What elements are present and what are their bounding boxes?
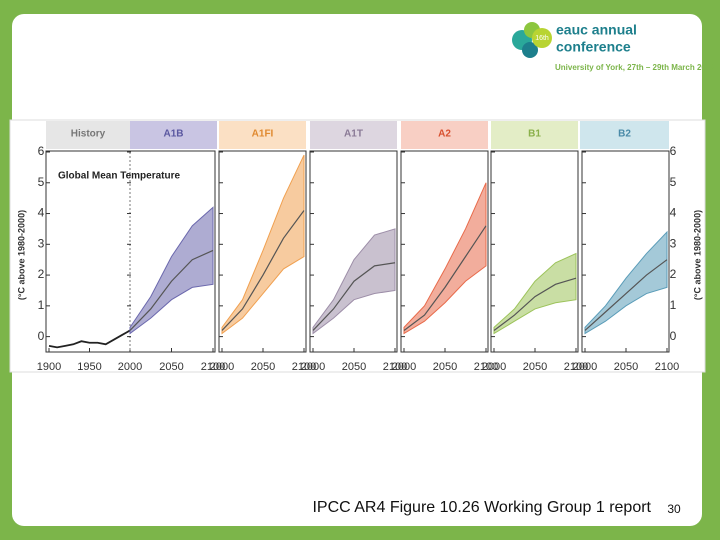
logo-line: conference [556, 39, 631, 55]
x-tick-label: 2000 [573, 361, 597, 373]
panel-header [130, 121, 217, 149]
y-tick-label: 3 [38, 236, 45, 250]
axis-title: (°C above 1980-2000) [16, 210, 26, 300]
y-tick-label: 6 [38, 144, 45, 158]
x-tick-label: 2050 [433, 361, 457, 373]
y-tick-label: 4 [38, 206, 45, 220]
logo-dot [522, 42, 538, 58]
mean-line [493, 277, 577, 331]
uncertainty-band [129, 206, 214, 335]
panel-title: A1T [344, 129, 363, 140]
panel-header [401, 121, 488, 149]
x-tick-label: 2050 [523, 361, 547, 373]
x-tick-label: 2000 [118, 361, 142, 373]
x-tick-label: 2100 [474, 361, 498, 373]
panel-title: A1FI [252, 129, 274, 140]
logo: 16th eauc annual conference University o… [512, 22, 715, 72]
x-tick-label: 2050 [251, 361, 275, 373]
caption: IPCC AR4 Figure 10.26 Working Group 1 re… [312, 499, 651, 516]
x-tick-label: 2050 [614, 361, 638, 373]
page-number: 30 [667, 502, 681, 516]
mean-line [129, 249, 214, 331]
x-tick-label: 2000 [482, 361, 506, 373]
y-tick-label: 6 [670, 144, 677, 158]
mean-line [312, 262, 396, 331]
mean-line [584, 259, 668, 331]
x-tick-label: 2100 [201, 361, 225, 373]
panel-title: A1B [163, 129, 183, 140]
y-tick-label: 3 [670, 236, 677, 250]
logo-line: eauc annual [556, 22, 637, 38]
x-tick-label: 2100 [292, 361, 316, 373]
x-tick-label: 2100 [383, 361, 407, 373]
figure-area [9, 119, 706, 373]
axis-title: (°C above 1980-2000) [692, 210, 702, 300]
panel-header [219, 121, 306, 149]
panel-title: A2 [438, 129, 451, 140]
panel-title: History [71, 129, 106, 140]
logo-dot [532, 28, 552, 48]
mean-line [221, 210, 305, 331]
annotation: Global Mean Temperature [58, 171, 181, 182]
x-tick-label: 1900 [37, 361, 61, 373]
y-tick-label: 4 [670, 206, 677, 220]
logo-subline: University of York, 27th – 29th March 20… [555, 63, 715, 72]
x-tick-label: 2100 [564, 361, 588, 373]
panel-header [46, 121, 130, 149]
history-line [48, 329, 131, 349]
x-tick-label: 2050 [159, 361, 183, 373]
x-tick-label: 2050 [342, 361, 366, 373]
uncertainty-band [403, 182, 487, 335]
x-tick-label: 2000 [392, 361, 416, 373]
x-tick-label: 2100 [655, 361, 679, 373]
y-tick-label: 5 [670, 175, 677, 189]
y-tick-label: 0 [670, 329, 677, 343]
y-tick-label: 0 [38, 329, 45, 343]
y-tick-label: 2 [38, 267, 45, 281]
x-tick-label: 1950 [77, 361, 101, 373]
y-tick-label: 1 [38, 298, 45, 312]
x-tick-label: 2000 [301, 361, 325, 373]
panel-header [580, 121, 669, 149]
x-tick-label: 2000 [210, 361, 234, 373]
y-tick-label: 5 [38, 175, 45, 189]
uncertainty-band [584, 230, 668, 335]
panel-header [310, 121, 397, 149]
uncertainty-band [493, 252, 577, 335]
panel-title: B1 [528, 129, 541, 140]
panel-title: B2 [618, 129, 631, 140]
uncertainty-band [221, 154, 305, 335]
logo-badge: 16th [535, 35, 549, 42]
y-tick-label: 1 [670, 298, 677, 312]
panel-header [491, 121, 578, 149]
mean-line [403, 225, 487, 331]
y-tick-label: 2 [670, 267, 677, 281]
